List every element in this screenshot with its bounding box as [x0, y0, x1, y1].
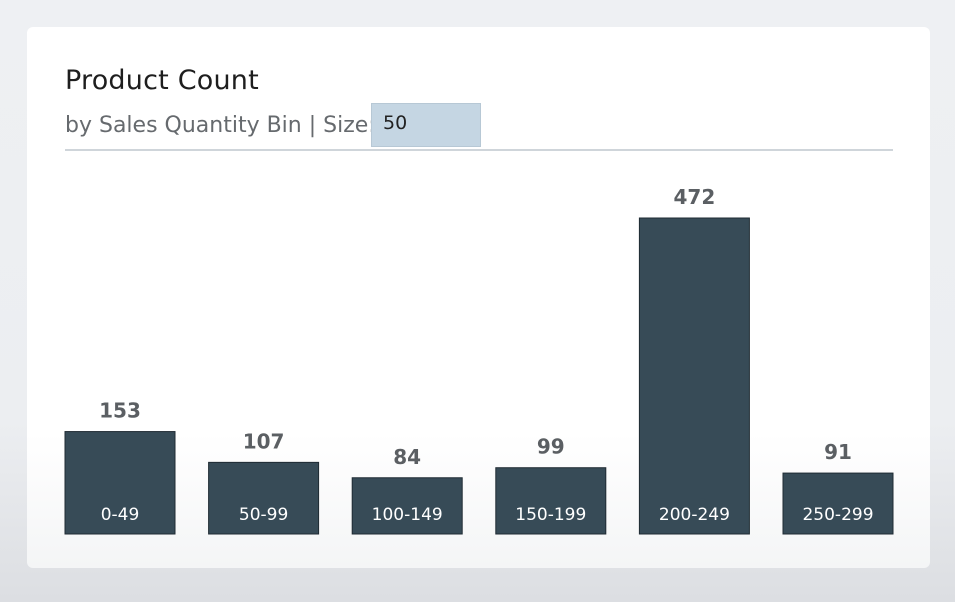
value-label-200-249: 472 [674, 185, 716, 209]
bar-200-249[interactable] [638, 217, 750, 535]
chart-title: Product Count [65, 65, 259, 96]
category-label-0-49: 0-49 [101, 505, 140, 525]
category-label-250-299: 250-299 [802, 505, 873, 525]
category-label-200-249: 200-249 [659, 505, 730, 525]
bar-chart: 153 0-49 107 50-99 84 100-149 99 150-199 472 200-… [64, 185, 894, 535]
value-label-50-99: 107 [243, 429, 285, 453]
chart-card: Product Count by Sales Quantity Bin | Si… [27, 27, 930, 568]
value-label-100-149: 84 [393, 445, 421, 469]
category-label-150-199: 150-199 [515, 505, 586, 525]
bar-250-299[interactable] [782, 472, 894, 535]
value-label-0-49: 153 [99, 399, 141, 423]
value-label-150-199: 99 [537, 435, 565, 459]
bar-150-199[interactable] [495, 467, 607, 535]
value-label-250-299: 91 [824, 440, 852, 464]
bar-100-149[interactable] [351, 477, 463, 535]
category-label-50-99: 50-99 [239, 505, 288, 525]
chart-subtitle: by Sales Quantity Bin | Size: [65, 113, 376, 138]
bars-group: 153 0-49 107 50-99 84 100-149 99 150-199 472 200-… [64, 185, 894, 535]
bar-50-99[interactable] [208, 461, 320, 535]
category-label-100-149: 100-149 [372, 505, 443, 525]
bin-size-input[interactable]: 50 [371, 103, 481, 147]
bar-0-49[interactable] [64, 431, 176, 535]
header-divider [65, 149, 893, 151]
